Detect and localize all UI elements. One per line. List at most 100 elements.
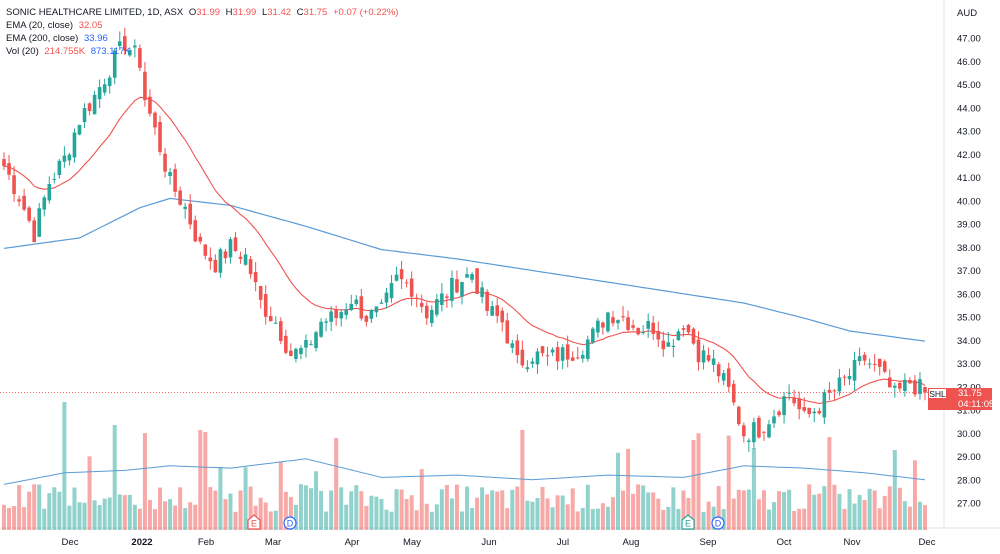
candle-body (782, 396, 786, 416)
volume-bar (666, 506, 671, 530)
volume-bar (912, 460, 917, 530)
candle-body (495, 305, 500, 316)
candle-body (918, 379, 922, 394)
volume-bar (449, 498, 454, 530)
x-tick-label: Feb (198, 537, 214, 548)
volume-bar (238, 490, 243, 530)
candle-body (570, 357, 575, 361)
candle-body (394, 274, 399, 281)
legend-volume-row[interactable]: Vol (20) 214.755K 873.117K (6, 45, 398, 58)
legend-ema200-row[interactable]: EMA (200, close) 33.96 (6, 32, 398, 45)
x-tick-label: Dec (919, 537, 936, 548)
volume-bar (570, 488, 575, 530)
ema200-value: 33.96 (83, 33, 108, 44)
volume-bar (147, 499, 152, 530)
candle-body (586, 339, 590, 360)
dividend-marker (711, 516, 725, 530)
candle-body (67, 154, 72, 161)
volume-bar (198, 430, 203, 530)
candle-body (324, 321, 328, 323)
candle-body (304, 340, 308, 348)
y-tick-label: 41.00 (957, 173, 981, 184)
candle-body (429, 309, 434, 324)
volume-bar (510, 489, 515, 530)
volume-bar (268, 511, 273, 530)
candle-body (726, 368, 731, 387)
volume-bar (787, 489, 792, 530)
volume-bar (173, 505, 178, 530)
candle-body (364, 315, 369, 322)
candle-body (777, 411, 781, 416)
candle-body (440, 293, 444, 305)
volume-bar (414, 510, 419, 530)
candle-body (470, 274, 474, 280)
volume-bar (444, 485, 449, 530)
candle-body (802, 407, 807, 411)
candle-body (601, 322, 605, 328)
volume-bar (832, 484, 837, 530)
candle-body (686, 324, 691, 333)
earnings-marker (247, 514, 261, 530)
candle-body (877, 358, 882, 367)
candle-body (138, 48, 142, 68)
high-value: 31.99 (232, 7, 257, 18)
volume-bar (293, 504, 298, 530)
candle-body (57, 160, 62, 176)
volume-bar (585, 484, 590, 530)
candle-body (102, 84, 107, 93)
candle-body (183, 206, 187, 209)
y-tick-label: 27.00 (957, 499, 981, 510)
volume-bar (429, 511, 434, 530)
candle-body (696, 339, 701, 363)
volume-bar (72, 487, 77, 530)
volume-bar (2, 504, 6, 530)
candle-body (646, 320, 650, 329)
event-letter: D (715, 519, 722, 529)
candle-body (641, 332, 645, 334)
candle-body (42, 197, 47, 210)
candle-body (153, 112, 157, 128)
volume-bar (399, 489, 404, 530)
candle-body (329, 311, 333, 322)
volume-bar (334, 438, 339, 530)
candle-body (319, 321, 323, 337)
candle-body (480, 287, 484, 297)
candle-body (903, 379, 907, 392)
candle-body (817, 410, 822, 414)
volume-bar (112, 425, 117, 530)
volume-bar (751, 448, 756, 530)
candle-body (424, 305, 429, 319)
volume-bar (359, 491, 364, 530)
candle-body (299, 348, 303, 355)
candle-body (435, 299, 439, 315)
x-tick-label: May (403, 537, 421, 548)
volume-bar (324, 511, 329, 530)
volume-bar (223, 499, 228, 530)
candle-body (7, 163, 11, 175)
volume-bar (228, 493, 233, 530)
volume-bar (168, 499, 173, 530)
legend-ema20-row[interactable]: EMA (20, close) 32.05 (6, 19, 398, 32)
x-tick-label: Jul (557, 537, 569, 548)
candle-body (253, 272, 258, 283)
y-tick-label: 38.00 (957, 243, 981, 254)
volume-bar (107, 497, 112, 530)
x-tick-label: Mar (265, 537, 281, 548)
volume-bar (233, 511, 238, 530)
candle-body (747, 440, 751, 442)
candle-body (882, 361, 887, 372)
x-tick-label: Dec (62, 537, 79, 548)
candle-body (540, 346, 545, 354)
volume-bar (389, 511, 394, 530)
volume-bar (127, 494, 132, 530)
volume-bar (671, 487, 676, 530)
volume-bar (248, 486, 253, 530)
candle-body (671, 345, 676, 348)
candle-body (374, 306, 379, 313)
candle-body (314, 332, 318, 349)
volume-bar (822, 486, 827, 530)
candle-body (62, 155, 67, 162)
candle-body (787, 392, 791, 394)
current-price-label: SHL 31.75 04:11:05 (928, 387, 994, 410)
